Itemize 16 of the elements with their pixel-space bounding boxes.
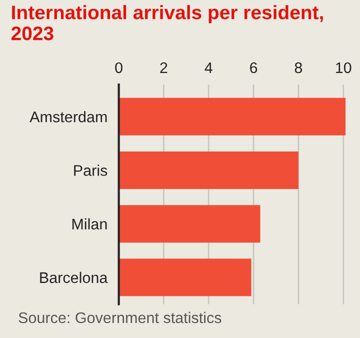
y-tick-label: Milan <box>72 218 107 230</box>
chart-title: International arrivals per resident, 2023 <box>11 5 323 40</box>
bar <box>118 98 346 136</box>
x-tick-label: 10 <box>336 62 352 74</box>
x-tick-label: 2 <box>160 62 168 73</box>
x-tick-label: 4 <box>204 62 212 73</box>
y-tick-label: Paris <box>74 164 108 176</box>
x-tick-label: 0 <box>115 62 122 74</box>
source-note: Source: Government statistics <box>18 312 222 324</box>
x-tick-label: 6 <box>250 62 258 74</box>
y-tick-label: Barcelona <box>40 272 108 284</box>
x-tick-label: 8 <box>294 62 302 74</box>
bar <box>118 205 260 243</box>
bar <box>118 258 252 296</box>
y-tick-label: Amsterdam <box>30 111 107 122</box>
bar <box>118 151 298 189</box>
